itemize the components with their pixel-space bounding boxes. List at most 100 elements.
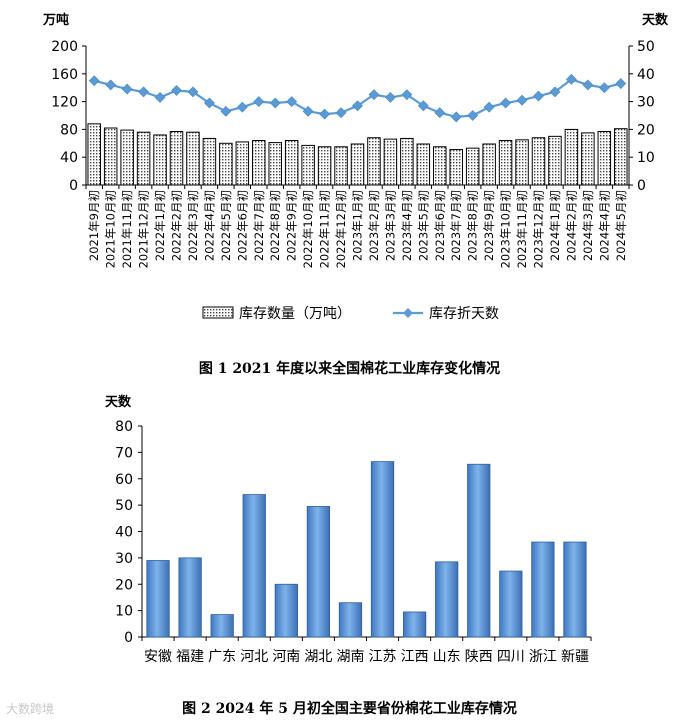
province-label: 河北 [240,649,268,665]
inventory-bar [87,123,101,186]
left-tick-label: 160 [51,67,78,83]
province-label: 广东 [208,649,236,665]
days-marker [615,78,627,89]
x-category-label: 2024年3月初 [581,190,595,261]
right-tick-label: 20 [637,122,655,138]
days-marker [302,105,314,117]
inventory-bar [564,128,579,186]
y-tick-label: 70 [115,445,133,461]
inventory-bar [219,142,233,186]
days-marker [483,101,495,113]
x-category-label: 2023年2月初 [367,190,381,261]
inventory-bar [531,137,546,186]
x-category-label: 2023年3月初 [383,190,397,261]
y-tick-label: 40 [115,525,133,541]
days-marker [516,94,528,106]
x-category-label: 2023年5月初 [416,190,430,261]
days-marker [138,86,150,98]
x-category-label: 2024年1月初 [548,190,562,261]
province-label: 陕西 [465,649,493,665]
right-tick-label: 30 [637,95,655,111]
days-marker [171,85,182,96]
province-label: 浙江 [529,649,557,665]
province-bar [274,583,298,638]
x-category-label: 2023年4月初 [400,190,414,261]
x-category-label: 2023年1月初 [351,190,365,261]
left-tick-label: 120 [51,95,78,111]
province-label: 江苏 [369,649,397,665]
inventory-bar [136,131,151,186]
province-label: 湖北 [304,649,332,665]
x-category-label: 2022年11月初 [318,190,332,268]
inventory-bar [548,135,562,186]
x-category-label: 2023年6月初 [433,190,447,261]
inventory-bar [350,143,365,186]
legend-line-label: 库存折天数 [429,306,499,322]
province-label: 山东 [433,649,461,665]
x-category-label: 2023年7月初 [449,190,463,261]
left-tick-label: 200 [51,39,78,55]
x-category-label: 2021年11月初 [120,190,134,268]
days-marker [598,82,610,94]
days-marker [236,101,248,113]
y-tick-label: 80 [115,419,133,435]
left-tick-label: 40 [60,150,78,166]
x-category-label: 2022年6月初 [235,190,249,261]
inventory-bar [202,137,217,186]
x-category-label: 2021年10月初 [104,190,118,268]
x-category-label: 2022年1月初 [153,190,167,261]
inventory-bar [317,146,332,186]
inventory-bar [103,127,118,186]
x-category-label: 2024年2月初 [564,190,578,261]
days-marker [121,83,133,95]
x-category-label: 2023年9月初 [482,190,496,261]
inventory-bar [400,137,414,186]
province-label: 福建 [176,649,204,665]
x-category-label: 2022年7月初 [252,190,266,261]
legend-bar-label: 库存数量（万吨） [239,306,351,322]
province-bar [146,560,170,638]
inventory-bar [433,146,447,186]
province-bar [338,602,363,638]
days-marker [434,107,446,119]
left-axis-unit: 万吨 [42,12,69,28]
inventory-bar [169,130,184,186]
right-axis-unit: 天数 [642,12,669,28]
days-marker [352,100,363,112]
province-bar [242,494,266,638]
x-category-label: 2021年12月初 [137,190,151,268]
y-tick-label: 60 [115,472,133,488]
x-category-label: 2022年5月初 [219,190,233,261]
y-tick-label: 10 [115,604,133,620]
days-marker [565,73,577,85]
province-bar [306,506,331,638]
days-marker [417,100,429,112]
left-tick-label: 80 [60,122,78,138]
inventory-bar [498,140,513,186]
x-category-label: 2022年4月初 [202,190,216,261]
x-category-label: 2022年12月初 [334,190,348,268]
province-bar [370,461,395,638]
days-marker [467,110,479,121]
days-marker [549,86,561,98]
x-category-label: 2023年10月初 [499,190,513,268]
days-marker [384,92,396,103]
inventory-bar [235,141,250,186]
days-marker [286,96,298,108]
province-bar [563,541,587,638]
inventory-bar [597,130,612,186]
x-category-label: 2024年5月初 [614,190,628,261]
inventory-bar [334,146,348,186]
inventory-bar [301,144,315,186]
inventory-bar [482,143,496,186]
inventory-bar [465,147,480,186]
legend-bar-swatch [202,306,234,319]
y-tick-label: 50 [115,498,133,514]
legend-line-marker [403,308,413,318]
x-category-label: 2022年10月初 [301,190,315,268]
x-category-label: 2023年11月初 [515,190,529,268]
left-tick-label: 0 [69,178,78,194]
days-marker [105,79,117,91]
x-category-label: 2022年3月初 [186,190,200,261]
